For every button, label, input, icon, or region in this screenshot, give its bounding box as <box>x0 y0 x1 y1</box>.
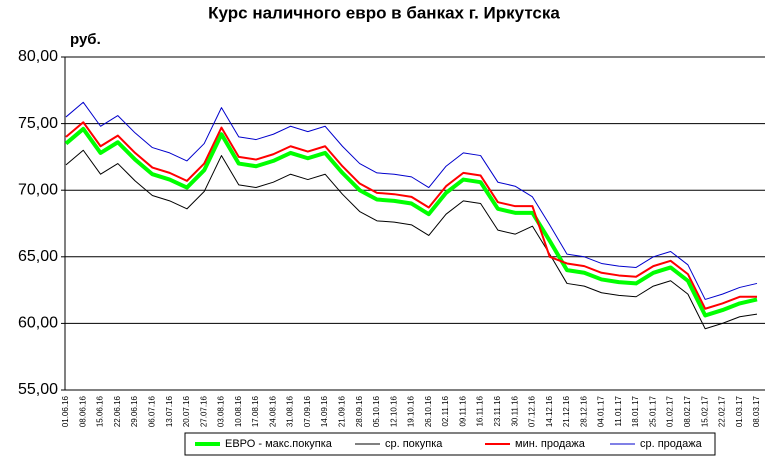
y-tick-label: 65,00 <box>18 248 58 265</box>
y-axis-label: руб. <box>70 31 101 48</box>
legend-box <box>184 432 716 456</box>
y-tick-label: 80,00 <box>18 48 58 65</box>
x-tick-label: 23.11.16 <box>493 395 502 426</box>
y-tick-label: 55,00 <box>18 381 58 398</box>
x-tick-label: 02.11.16 <box>441 395 450 426</box>
x-tick-label: 12.10.16 <box>389 395 398 427</box>
x-tick-label: 29.06.16 <box>130 395 139 427</box>
x-tick-label: 08.03.17 <box>752 395 761 427</box>
x-tick-label: 06.07.16 <box>147 395 156 427</box>
x-tick-label: 24.08.16 <box>268 395 277 427</box>
x-tick-label: 27.07.16 <box>199 395 208 427</box>
x-tick-label: 25.01.17 <box>648 395 657 427</box>
x-tick-label: 19.10.16 <box>407 395 416 427</box>
x-tick-label: 09.11.16 <box>458 395 467 426</box>
x-tick-label: 14.12.16 <box>545 395 554 427</box>
x-tick-label: 01.06.16 <box>61 395 70 427</box>
x-tick-label: 17.08.16 <box>251 395 260 427</box>
x-tick-label: 08.06.16 <box>78 395 87 427</box>
x-tick-label: 08.02.17 <box>683 395 692 427</box>
x-tick-label: 31.08.16 <box>286 395 295 427</box>
legend: ЕВРО - макс.покупка ср. покупка мин. прода… <box>184 432 716 456</box>
x-tick-label: 21.12.16 <box>562 395 571 427</box>
x-tick-label: 14.09.16 <box>320 395 329 427</box>
x-tick-label: 26.10.16 <box>424 395 433 427</box>
y-tick-label: 70,00 <box>18 181 58 198</box>
x-tick-label: 01.02.17 <box>666 395 675 427</box>
chart-title: Курс наличного евро в банках г. Иркутска <box>208 3 560 22</box>
line-series <box>65 149 758 330</box>
x-tick-label: 21.09.16 <box>338 395 347 427</box>
x-tick-label: 15.02.17 <box>700 395 709 427</box>
x-tick-label: 07.12.16 <box>528 395 537 427</box>
y-tick-label: 60,00 <box>18 315 58 332</box>
x-tick-label: 18.01.17 <box>631 395 640 427</box>
x-tick-label: 30.11.16 <box>510 395 519 426</box>
x-tick-label: 05.10.16 <box>372 395 381 427</box>
x-tick-label: 03.08.16 <box>217 395 226 427</box>
line-series <box>65 121 757 310</box>
x-tick-label: 11.01.17 <box>614 395 623 426</box>
y-tick-label: 75,00 <box>18 115 58 132</box>
x-tick-label: 16.11.16 <box>476 395 485 426</box>
x-tick-label: 20.07.16 <box>182 395 191 427</box>
legend-label: ср. продажа <box>640 438 703 450</box>
x-tick-label: 13.07.16 <box>165 395 174 427</box>
x-tick-label: 10.08.16 <box>234 395 243 427</box>
x-tick-label: 04.01.17 <box>597 395 606 427</box>
x-tick-label: 28.09.16 <box>355 395 364 427</box>
x-tick-label: 28.12.16 <box>579 395 588 427</box>
line-series <box>64 126 758 318</box>
legend-label: мин. продажа <box>515 438 586 450</box>
x-tick-label: 22.02.17 <box>718 395 727 427</box>
legend-label: ЕВРО - макс.покупка <box>225 438 333 450</box>
x-tick-label: 07.09.16 <box>303 395 312 427</box>
legend-label: ср. покупка <box>385 438 443 450</box>
line-series <box>65 101 758 300</box>
x-tick-label: 15.06.16 <box>96 395 105 427</box>
x-tick-label: 01.03.17 <box>735 395 744 427</box>
x-tick-label: 22.06.16 <box>113 395 122 427</box>
